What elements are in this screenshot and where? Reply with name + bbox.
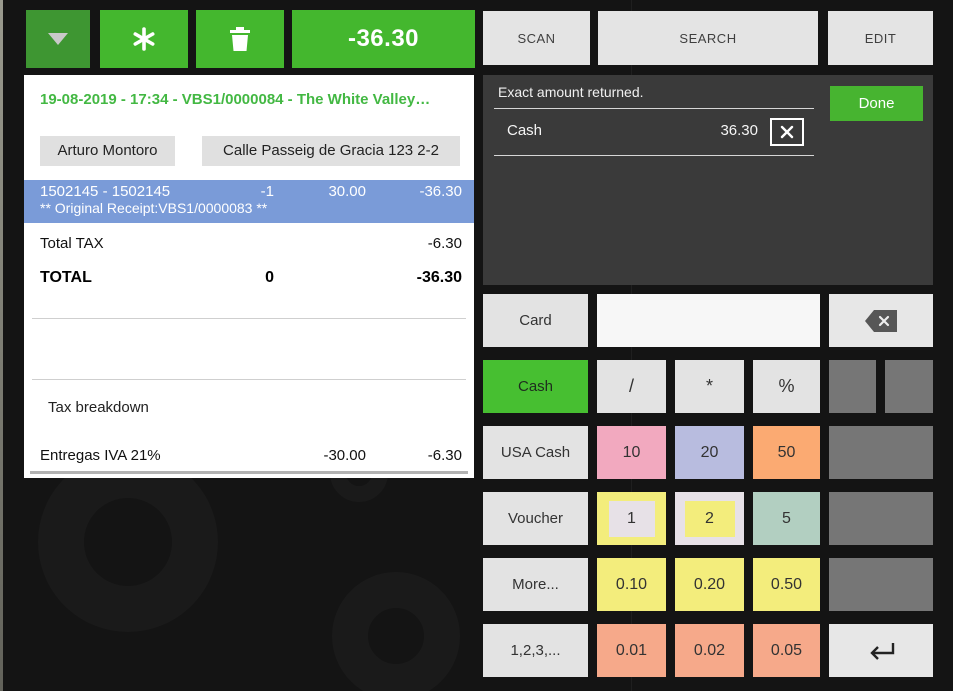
dropdown-button[interactable] (26, 10, 90, 68)
tax-row-label: Entregas IVA 21% (40, 447, 161, 464)
total-tax-label: Total TAX (40, 235, 104, 252)
denomination-0-05-button[interactable]: 0.05 (753, 624, 820, 677)
total-row: TOTAL 0 -36.30 (24, 269, 474, 287)
denomination-1-button[interactable]: 1 (597, 492, 666, 545)
payment-method-cash-button[interactable]: Cash (483, 360, 588, 413)
payment-method-more-button[interactable]: More... (483, 558, 588, 611)
denomination-50-button[interactable]: 50 (753, 426, 820, 479)
empty-denomination-button (829, 492, 933, 545)
order-line-name: 1502145 - 1502145 (40, 183, 171, 200)
order-line-quantity: -1 (260, 183, 274, 200)
payment-summary-panel: Exact amount returned. Cash 36.30 Done (483, 75, 933, 285)
divide-button[interactable]: / (597, 360, 666, 413)
denomination-5-button[interactable]: 5 (753, 492, 820, 545)
total-quantity: 0 (265, 269, 274, 286)
background-watermark (38, 452, 218, 632)
tax-breakdown-heading: Tax breakdown (48, 399, 149, 416)
order-total-display: -36.30 (292, 10, 475, 68)
denomination-2-button[interactable]: 2 (675, 492, 744, 545)
payment-amount: 36.30 (720, 122, 758, 139)
search-button[interactable]: SEARCH (598, 11, 818, 65)
payment-method-usa-cash-button[interactable]: USA Cash (483, 426, 588, 479)
denomination-0-50-button[interactable]: 0.50 (753, 558, 820, 611)
receipt-panel: 19-08-2019 - 17:34 - VBS1/0000084 - The … (24, 75, 474, 478)
delete-payment-button[interactable] (770, 118, 804, 146)
order-line-selected[interactable]: 1502145 - 1502145 -1 30.00 -36.30 ** Ori… (24, 180, 474, 223)
coin-label: 2 (684, 500, 735, 537)
tax-row-amount: -6.30 (427, 447, 462, 464)
divider (494, 108, 814, 109)
enter-icon (870, 642, 895, 660)
order-line-note: ** Original Receipt:VBS1/0000083 ** (40, 200, 268, 216)
denomination-0-01-button[interactable]: 0.01 (597, 624, 666, 677)
asterisk-button[interactable] (100, 10, 188, 68)
backspace-icon (865, 309, 897, 332)
total-value: -36.30 (416, 269, 462, 286)
divider (32, 379, 466, 380)
asterisk-icon (133, 27, 155, 51)
coin-label: 1 (608, 500, 655, 537)
customer-chip[interactable]: Arturo Montoro (40, 136, 175, 166)
empty-denomination-button (829, 426, 933, 479)
chevron-down-icon (48, 33, 68, 45)
close-icon (780, 125, 794, 139)
address-chip[interactable]: Calle Passeig de Gracia 123 2-2 (202, 136, 460, 166)
order-line-unit-price: 30.00 (328, 183, 366, 200)
payment-method-card-button[interactable]: Card (483, 294, 588, 347)
order-line-subtotal: -36.30 (419, 183, 462, 200)
denomination-0-10-button[interactable]: 0.10 (597, 558, 666, 611)
background-watermark (332, 572, 460, 691)
payment-method-voucher-button[interactable]: Voucher (483, 492, 588, 545)
denomination-0-02-button[interactable]: 0.02 (675, 624, 744, 677)
done-button[interactable]: Done (830, 86, 923, 121)
empty-key-button (829, 360, 876, 413)
trash-icon (230, 27, 250, 51)
denomination-0-20-button[interactable]: 0.20 (675, 558, 744, 611)
payment-numpad: Card Cash / * % USA Cash 10 20 50 Vouche… (483, 294, 933, 677)
edit-button[interactable]: EDIT (828, 11, 933, 65)
tax-breakdown-row: Entregas IVA 21% -30.00 -6.30 (24, 447, 474, 464)
receipt-bottom-bar (30, 471, 468, 474)
multiply-button[interactable]: * (675, 360, 744, 413)
payment-method-label: Cash (507, 122, 543, 139)
total-label: TOTAL (40, 269, 92, 286)
payment-status-message: Exact amount returned. (498, 84, 644, 100)
tax-row-base: -30.00 (323, 447, 366, 464)
percent-button[interactable]: % (753, 360, 820, 413)
amount-input[interactable] (597, 294, 820, 347)
total-tax-row: Total TAX -6.30 (24, 235, 474, 252)
divider (494, 155, 814, 156)
window-edge-strip (0, 0, 3, 691)
total-tax-value: -6.30 (427, 235, 462, 252)
empty-denomination-button (829, 558, 933, 611)
numeric-keypad-button[interactable]: 1,2,3,... (483, 624, 588, 677)
enter-button[interactable] (829, 624, 933, 677)
scan-button[interactable]: SCAN (483, 11, 590, 65)
denomination-20-button[interactable]: 20 (675, 426, 744, 479)
backspace-button[interactable] (829, 294, 933, 347)
empty-key-button (885, 360, 933, 413)
receipt-title: 19-08-2019 - 17:34 - VBS1/0000084 - The … (40, 91, 431, 108)
delete-order-button[interactable] (196, 10, 284, 68)
denomination-10-button[interactable]: 10 (597, 426, 666, 479)
divider (32, 318, 466, 319)
